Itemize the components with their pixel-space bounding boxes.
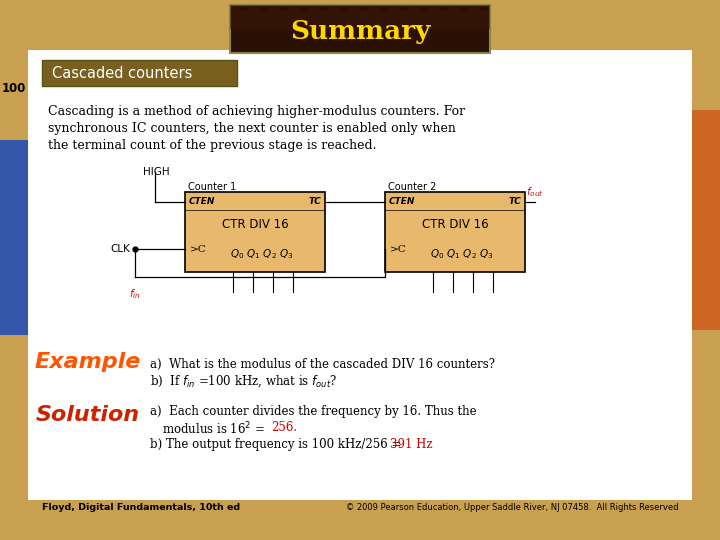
Bar <box>440 7 448 11</box>
Text: Counter 2: Counter 2 <box>388 182 436 192</box>
Bar <box>28 28 692 512</box>
Text: 391 Hz: 391 Hz <box>390 438 433 451</box>
Text: 256.: 256. <box>271 421 297 434</box>
Text: CTR DIV 16: CTR DIV 16 <box>222 219 288 232</box>
Text: >C: >C <box>190 245 207 253</box>
Text: a)  What is the modulus of the cascaded DIV 16 counters?: a) What is the modulus of the cascaded D… <box>150 358 495 371</box>
Bar <box>420 7 428 11</box>
Bar <box>240 7 248 11</box>
Text: CTEN: CTEN <box>189 198 215 206</box>
Text: Example: Example <box>35 352 141 372</box>
Bar <box>185 192 325 272</box>
Text: $Q_0\ Q_1\ Q_2\ Q_3$: $Q_0\ Q_1\ Q_2\ Q_3$ <box>230 247 294 261</box>
Text: Floyd, Digital Fundamentals, 10th ed: Floyd, Digital Fundamentals, 10th ed <box>42 503 240 511</box>
Bar <box>400 7 408 11</box>
Bar <box>230 5 490 29</box>
Text: CTEN: CTEN <box>389 198 415 206</box>
Bar <box>480 7 488 11</box>
Text: 100: 100 <box>2 82 26 94</box>
Text: $f_{out}$: $f_{out}$ <box>526 185 544 199</box>
Text: CTR DIV 16: CTR DIV 16 <box>422 219 488 232</box>
Text: b)  If $f_{in}$ =100 kHz, what is $f_{out}$?: b) If $f_{in}$ =100 kHz, what is $f_{out… <box>150 374 337 389</box>
Text: b) The output frequency is 100 kHz/256 =: b) The output frequency is 100 kHz/256 = <box>150 438 405 451</box>
Text: Cascading is a method of achieving higher-modulus counters. For: Cascading is a method of achieving highe… <box>48 105 465 118</box>
Text: the terminal count of the previous stage is reached.: the terminal count of the previous stage… <box>48 139 377 152</box>
Bar <box>0 500 720 540</box>
Text: >C: >C <box>390 245 407 253</box>
Bar <box>42 60 237 86</box>
Text: synchronous IC counters, the next counter is enabled only when: synchronous IC counters, the next counte… <box>48 122 456 135</box>
Bar <box>460 7 468 11</box>
Bar <box>360 7 368 11</box>
Bar <box>380 7 388 11</box>
Bar <box>300 7 308 11</box>
Text: Solution: Solution <box>36 405 140 425</box>
Bar <box>280 7 288 11</box>
Text: Cascaded counters: Cascaded counters <box>52 65 192 80</box>
Text: CLK: CLK <box>110 244 130 254</box>
Text: TC: TC <box>508 198 521 206</box>
Bar <box>28 28 692 50</box>
Bar <box>340 7 348 11</box>
Bar <box>0 140 28 335</box>
Text: © 2009 Pearson Education, Upper Saddle River, NJ 07458.  All Rights Reserved: © 2009 Pearson Education, Upper Saddle R… <box>346 503 678 511</box>
Bar <box>320 7 328 11</box>
Text: TC: TC <box>308 198 321 206</box>
Bar <box>260 7 268 11</box>
Text: Summary: Summary <box>290 18 430 44</box>
Text: $f_{in}$: $f_{in}$ <box>129 287 141 301</box>
Text: HIGH: HIGH <box>143 167 170 177</box>
Bar <box>385 192 525 272</box>
Bar <box>230 5 490 53</box>
Text: $Q_0\ Q_1\ Q_2\ Q_3$: $Q_0\ Q_1\ Q_2\ Q_3$ <box>430 247 494 261</box>
Text: modulus is 16$^2$ =: modulus is 16$^2$ = <box>162 421 266 437</box>
Text: Counter 1: Counter 1 <box>188 182 236 192</box>
Text: a)  Each counter divides the frequency by 16. Thus the: a) Each counter divides the frequency by… <box>150 405 477 418</box>
Bar <box>692 110 720 330</box>
